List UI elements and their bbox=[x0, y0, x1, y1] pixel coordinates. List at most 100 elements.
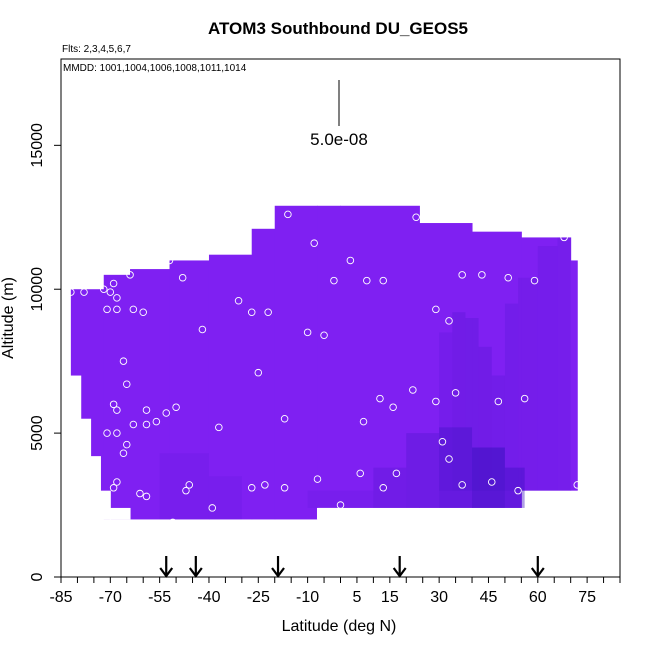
data-point bbox=[409, 386, 417, 394]
data-point bbox=[458, 481, 466, 489]
data-point bbox=[106, 288, 115, 296]
data-point bbox=[336, 501, 345, 509]
data-point bbox=[359, 417, 368, 426]
data-point bbox=[129, 420, 138, 429]
data-point bbox=[330, 276, 338, 285]
field-column bbox=[251, 228, 276, 520]
x-tick-label: 15 bbox=[381, 589, 399, 606]
data-point bbox=[445, 455, 453, 463]
y-axis-label: Altitude (m) bbox=[0, 277, 17, 359]
field-shade bbox=[537, 246, 558, 491]
down-arrow-icon bbox=[159, 556, 174, 578]
data-point bbox=[520, 394, 529, 403]
data-point bbox=[458, 271, 466, 279]
field-shade bbox=[472, 447, 505, 508]
field-shade bbox=[159, 453, 209, 520]
data-point bbox=[303, 328, 312, 337]
data-point bbox=[103, 429, 111, 437]
data-point bbox=[376, 394, 384, 403]
field-column bbox=[521, 237, 572, 491]
field-mask bbox=[70, 375, 82, 520]
data-point bbox=[478, 271, 486, 279]
data-field bbox=[70, 205, 578, 520]
x-tick-label: 30 bbox=[430, 589, 448, 606]
down-arrow-icon bbox=[188, 556, 203, 578]
dates-label: MMDD: 1001,1004,1006,1008,1011,1014 bbox=[63, 63, 247, 74]
data-point bbox=[573, 481, 582, 489]
data-point bbox=[109, 279, 118, 288]
field-shade bbox=[504, 303, 519, 491]
field-column bbox=[103, 274, 131, 520]
y-tick-label: 15000 bbox=[29, 123, 46, 168]
field-column bbox=[570, 260, 578, 491]
field-mask bbox=[99, 490, 111, 520]
field-shade bbox=[439, 332, 453, 491]
flight-arrows bbox=[159, 556, 545, 578]
y-tick-label: 5000 bbox=[29, 415, 46, 451]
data-point bbox=[136, 489, 144, 498]
data-point bbox=[126, 271, 134, 279]
field-shade bbox=[452, 312, 466, 491]
data-point bbox=[247, 308, 256, 316]
x-tick-label: -70 bbox=[99, 589, 122, 606]
x-tick-label: -55 bbox=[148, 589, 171, 606]
scale-label: 5.0e-08 bbox=[310, 130, 368, 149]
data-point bbox=[109, 400, 118, 409]
y-axis: 0 5000 10000 15000 bbox=[29, 123, 61, 581]
data-point bbox=[67, 288, 75, 296]
data-point bbox=[123, 440, 131, 449]
data-point bbox=[80, 288, 88, 296]
field-mask bbox=[316, 507, 341, 520]
data-point bbox=[234, 296, 243, 305]
field-column bbox=[208, 254, 253, 520]
data-point bbox=[379, 276, 387, 285]
data-point bbox=[99, 285, 108, 293]
data-point bbox=[504, 273, 512, 282]
data-point bbox=[119, 357, 128, 365]
field-mask bbox=[80, 418, 92, 520]
field-shade bbox=[504, 467, 525, 508]
data-point bbox=[113, 406, 121, 414]
data-point bbox=[172, 403, 180, 411]
data-point bbox=[185, 481, 193, 489]
data-point bbox=[198, 325, 207, 334]
flights-label: Flts: 2,3,4,5,6,7 bbox=[62, 44, 131, 55]
field-column bbox=[340, 205, 420, 508]
data-point bbox=[152, 417, 161, 426]
data-point bbox=[320, 331, 328, 340]
y-tick-label: 0 bbox=[29, 572, 46, 581]
data-point bbox=[113, 294, 121, 302]
x-axis: -85 -70 -55 -40 -25 -10 5 15 30 45 60 75 bbox=[49, 577, 621, 606]
data-point bbox=[514, 486, 522, 495]
data-point bbox=[389, 403, 397, 411]
data-point bbox=[162, 409, 170, 417]
data-point bbox=[264, 308, 272, 316]
data-point bbox=[254, 368, 263, 377]
field-shade bbox=[439, 427, 473, 508]
data-point bbox=[142, 492, 151, 501]
data-point bbox=[432, 305, 440, 314]
data-point bbox=[178, 273, 187, 282]
data-point bbox=[113, 429, 121, 437]
data-point bbox=[451, 389, 460, 397]
data-points bbox=[67, 210, 582, 537]
field-column bbox=[317, 205, 341, 508]
data-point bbox=[139, 308, 147, 316]
down-arrow-icon bbox=[271, 556, 285, 578]
down-arrow-icon bbox=[392, 556, 407, 578]
field-shade bbox=[518, 277, 538, 491]
data-point bbox=[363, 276, 371, 285]
data-point bbox=[356, 469, 364, 478]
field-column bbox=[274, 205, 318, 520]
field-mask bbox=[109, 507, 131, 520]
field-mask bbox=[90, 456, 101, 520]
x-tick-label: 5 bbox=[352, 589, 361, 606]
data-point bbox=[392, 469, 401, 478]
field-shade bbox=[373, 467, 407, 508]
chart-title: ATOM3 Southbound DU_GEOS5 bbox=[208, 19, 468, 38]
data-point bbox=[445, 317, 453, 325]
x-tick-label: -40 bbox=[197, 589, 220, 606]
data-point bbox=[152, 259, 161, 268]
data-point bbox=[113, 305, 121, 314]
